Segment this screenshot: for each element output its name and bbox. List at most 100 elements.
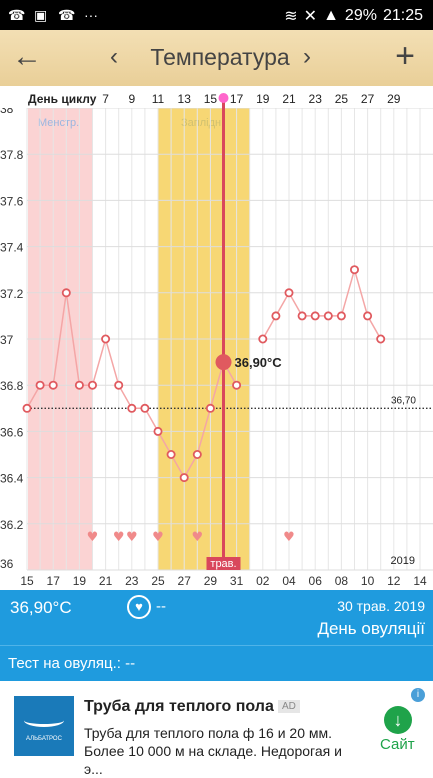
temperature-point xyxy=(323,311,333,321)
temperature-point xyxy=(74,380,84,390)
ad-badge: AD xyxy=(278,700,300,713)
cycle-day-tick: 19 xyxy=(256,92,270,106)
date-tick-label: 19 xyxy=(73,574,87,588)
cycle-day-tick: 13 xyxy=(178,92,192,106)
cycle-day-tick: 7 xyxy=(102,92,109,106)
temperature-point xyxy=(101,334,111,344)
month-marker-label: трав. xyxy=(210,558,236,570)
temperature-point xyxy=(258,334,268,344)
intercourse-heart-icon: ♥ xyxy=(87,530,99,545)
ovulation-test-row[interactable]: Тест на овуляц.: -- xyxy=(0,645,433,681)
temperature-point xyxy=(336,311,346,321)
temperature-point xyxy=(349,265,359,275)
more-icon: ··· xyxy=(84,7,98,23)
y-tick-label: 36.2 xyxy=(0,518,24,532)
ovulation-day-label: День овуляції xyxy=(317,619,425,638)
ad-brand: АЛЬБАТРОС xyxy=(26,736,62,742)
temperature-point xyxy=(166,449,176,459)
date-tick-label: 17 xyxy=(47,574,61,588)
y-tick-label: 36.4 xyxy=(0,472,24,486)
y-tick-label: 36 xyxy=(0,557,14,571)
page-title: Температура xyxy=(150,44,290,70)
mute-icon: ✕ xyxy=(303,8,318,25)
viber-icon: ☎ xyxy=(8,7,26,23)
date-tick-label: 14 xyxy=(413,574,427,588)
y-tick-label: 37.6 xyxy=(0,194,24,208)
clock: 21:25 xyxy=(382,7,423,24)
date-tick-label: 31 xyxy=(230,574,244,588)
coverline-label: 36,70 xyxy=(391,395,416,406)
temperature-point xyxy=(232,380,242,390)
temperature-point xyxy=(140,403,150,413)
temperature-point xyxy=(88,380,98,390)
intercourse-heart-icon: ♥ xyxy=(283,530,295,545)
date-tick-label: 06 xyxy=(309,574,323,588)
ad-info-icon[interactable]: i xyxy=(411,688,425,702)
date-tick-label: 23 xyxy=(125,574,139,588)
signal-icon: ▲ xyxy=(323,7,339,24)
date-tick-label: 04 xyxy=(282,574,296,588)
cycle-day-tick: 25 xyxy=(335,92,349,106)
fertile-window-label: Заплідн. xyxy=(181,117,224,129)
next-chevron-icon[interactable]: › xyxy=(303,43,311,70)
month-marker xyxy=(206,557,241,570)
prev-chevron-icon[interactable]: ‹ xyxy=(110,43,118,70)
info-panel: 36,90°C ♥ -- 30 трав. 2019 День овуляції xyxy=(0,590,433,645)
intercourse-heart-icon: ♥ xyxy=(126,530,138,545)
date-tick-label: 15 xyxy=(20,574,34,588)
menstruation-label: Менстр. xyxy=(38,117,79,129)
cycle-day-header xyxy=(0,86,433,108)
ad-cta-button[interactable]: Сайт xyxy=(380,736,415,753)
heart-icon[interactable]: ♥ xyxy=(127,595,151,619)
ad-banner[interactable]: АЛЬБАТРОС Труба для теплого пола AD Труб… xyxy=(0,684,433,777)
date-tick-label: 12 xyxy=(387,574,401,588)
temperature-point xyxy=(363,311,373,321)
date-tick-label: 25 xyxy=(151,574,165,588)
temperature-point xyxy=(153,426,163,436)
heart-value: -- xyxy=(156,598,166,615)
y-tick-label: 37.2 xyxy=(0,287,24,301)
cycle-day-tick: 17 xyxy=(230,92,244,106)
temperature-point xyxy=(192,449,202,459)
viber-icon: ☎ xyxy=(58,7,76,23)
intercourse-heart-icon: ♥ xyxy=(152,530,164,545)
temperature-point xyxy=(271,311,281,321)
temperature-point xyxy=(310,311,320,321)
date-tick-label: 27 xyxy=(178,574,192,588)
cycle-day-tick: 29 xyxy=(387,92,401,106)
temperature-point xyxy=(297,311,307,321)
temperature-point xyxy=(114,380,124,390)
temperature-point xyxy=(22,403,32,413)
intercourse-heart-icon: ♥ xyxy=(191,530,203,545)
temperature-point xyxy=(127,403,137,413)
ovulation-marker xyxy=(218,93,229,103)
temperature-series-line xyxy=(262,266,382,340)
temperature-chart[interactable]: Менстр. Заплідн. 36 36.2 36.4 36.6 36.8 37 37.2 3… xyxy=(0,86,433,590)
temperature-point xyxy=(48,380,58,390)
date-tick-label: 10 xyxy=(361,574,375,588)
selected-date: 30 трав. 2019 xyxy=(337,598,425,614)
cycle-day-tick: 23 xyxy=(309,92,323,106)
ad-go-icon[interactable]: ↓ xyxy=(384,706,412,734)
back-button[interactable]: ← xyxy=(12,40,42,73)
image-icon: ▣ xyxy=(34,7,48,23)
temperature-point xyxy=(179,473,189,483)
ovulation-test-label: Тест на овуляц.: -- xyxy=(8,655,136,672)
temperature-point xyxy=(35,380,45,390)
cycle-day-tick: 11 xyxy=(152,92,165,106)
y-tick-label: 36.8 xyxy=(0,379,24,393)
y-tick-label: 37.8 xyxy=(0,148,24,162)
date-tick-label: 02 xyxy=(256,574,270,588)
cycle-day-label: День циклу xyxy=(28,92,97,106)
cycle-day-tick: 21 xyxy=(282,92,296,106)
selected-point-label: 36,90°C xyxy=(235,355,283,370)
y-tick-label: 36.6 xyxy=(0,425,24,439)
add-button[interactable]: + xyxy=(395,37,415,75)
temperature-point xyxy=(205,403,215,413)
cycle-day-tick: 9 xyxy=(128,92,135,106)
ad-logo: АЛЬБАТРОС xyxy=(14,696,74,756)
temperature-point xyxy=(284,288,294,298)
cycle-day-tick: 27 xyxy=(361,92,375,106)
ad-headline[interactable]: Труба для теплого пола xyxy=(84,698,274,715)
y-tick-label: 37 xyxy=(0,333,14,347)
